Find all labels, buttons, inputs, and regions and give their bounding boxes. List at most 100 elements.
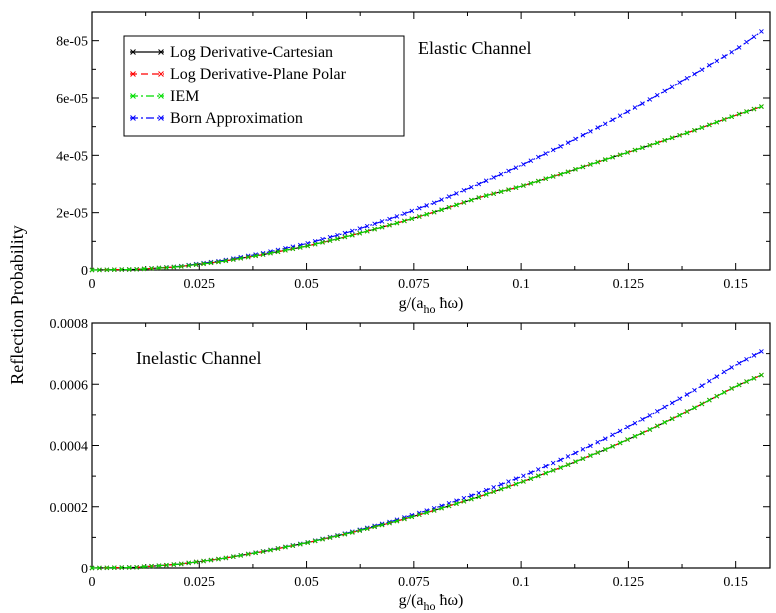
data-point [654,423,660,429]
data-point [164,265,169,270]
data-point [290,543,296,548]
data-point [759,104,764,109]
series-line-2 [91,374,762,569]
data-point [513,165,519,170]
data-point [327,238,333,243]
data-point [372,221,377,227]
series-markers-1 [89,372,764,571]
x-tick-label: 0.05 [294,575,319,590]
data-point [714,374,720,379]
data-point [245,254,251,260]
data-point [260,549,266,554]
data-point [721,54,727,59]
data-point [528,158,534,164]
data-point [372,524,377,530]
data-point [104,565,110,571]
data-point [111,267,117,273]
data-point [751,376,757,381]
data-point [699,383,705,388]
data-point [327,234,333,240]
data-point [402,211,407,217]
data-point [550,147,556,153]
y-tick-label: 0.0002 [50,501,89,516]
data-point [595,439,601,445]
data-point [186,560,192,566]
data-point [550,460,556,466]
x-tick-label: 0.075 [398,277,430,292]
y-tick-label: 4e-05 [56,149,88,164]
data-point [454,501,459,506]
data-point [149,563,154,569]
data-point [565,462,571,468]
data-point [483,487,489,493]
data-point [759,349,764,354]
data-point [498,171,504,177]
data-point [223,555,229,561]
data-point [521,473,526,479]
data-point [201,558,206,564]
data-point [573,167,578,172]
data-point [692,71,697,77]
data-point [602,121,608,127]
x-tick-label: 0.125 [613,277,645,292]
data-point [461,187,467,193]
data-point [171,264,177,270]
data-point [513,185,519,190]
data-point [506,479,511,484]
data-point [588,443,593,449]
plot-frame [91,11,771,271]
data-point [736,111,742,117]
data-point [476,494,482,500]
data-point [208,260,214,266]
data-point [253,550,258,556]
data-point [677,412,682,418]
data-point [193,262,199,267]
data-point [461,499,467,504]
data-point [387,216,392,222]
data-point [662,420,668,425]
data-point [647,97,653,102]
x-tick-label: 0.15 [723,575,748,590]
data-point [602,436,608,441]
data-point [632,105,638,110]
data-point [201,261,206,267]
series-line-4 [91,351,762,569]
data-point [312,538,318,544]
x-tick-label: 0.1 [512,575,530,590]
data-point [528,180,534,186]
data-point [662,88,668,94]
data-point [595,159,601,165]
data-point [111,565,117,571]
panel-annotation: Elastic Channel [418,38,531,58]
data-point [342,230,348,236]
data-point [469,197,474,203]
data-point [699,401,705,407]
y-tick-label: 0.0004 [50,440,89,455]
data-point [610,432,615,438]
data-point [97,267,102,273]
data-point [521,479,526,484]
legend-marker [158,49,164,55]
data-point [759,372,764,378]
series-markers-3 [89,372,764,571]
data-point [669,84,675,90]
x-tick-label: 0.025 [184,575,216,590]
y-tick-label: 0.0006 [50,378,89,393]
data-point [446,204,452,210]
data-point [119,267,125,272]
data-point [632,433,638,439]
data-point [736,45,742,50]
legend: Log Derivative-Cartesian Log Derivative-P… [123,35,405,137]
x-axis-label: g/(aho ħω) [399,592,464,613]
data-point [156,563,162,568]
data-point [350,530,355,535]
x-tick-label: 0 [89,277,96,292]
data-point [558,465,563,470]
data-point [573,450,578,456]
data-point [692,387,697,393]
data-point [446,503,452,509]
data-point [357,226,363,231]
data-point [662,404,668,410]
data-point [729,114,734,119]
data-point [521,183,526,188]
